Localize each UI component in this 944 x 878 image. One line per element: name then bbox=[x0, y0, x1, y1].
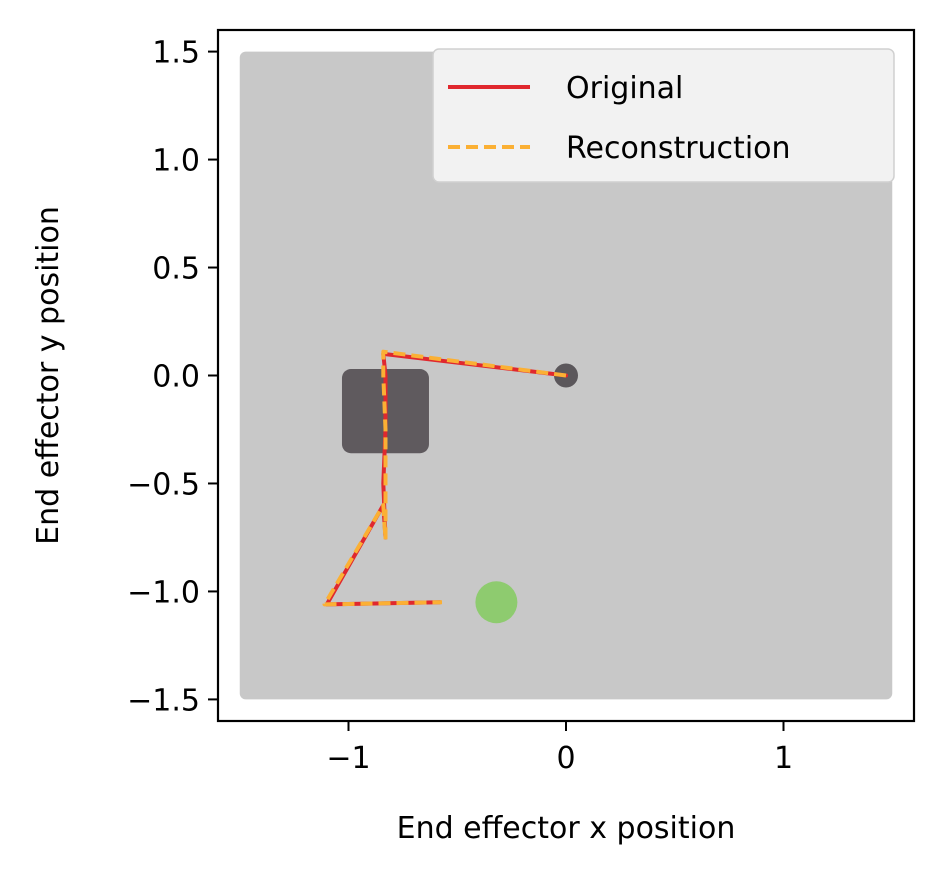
y-tick-label: 0.0 bbox=[152, 360, 200, 395]
legend-label-reconstruction: Reconstruction bbox=[566, 131, 791, 166]
y-tick-label: 1.5 bbox=[152, 36, 200, 71]
x-tick-label: −1 bbox=[326, 741, 370, 776]
series-line-reconstruction bbox=[322, 349, 567, 607]
legend-label-original: Original bbox=[566, 71, 683, 106]
x-tick-label: 1 bbox=[774, 741, 793, 776]
y-tick-label: −1.5 bbox=[127, 683, 200, 718]
y-tick-label: −1.0 bbox=[127, 575, 200, 610]
y-tick-label: −0.5 bbox=[127, 467, 200, 502]
series-line-original bbox=[324, 351, 568, 607]
legend: Original Reconstruction bbox=[432, 48, 895, 183]
ticks-layer: −1 0 1 1.5 1.0 0.5 0.0 −0.5 −1.0 −1.5 bbox=[127, 36, 793, 776]
y-tick-label: 1.0 bbox=[152, 144, 200, 179]
y-tick-label: 0.5 bbox=[152, 252, 200, 287]
goal-marker bbox=[475, 581, 518, 624]
plot-layer bbox=[239, 51, 893, 700]
legend-box bbox=[432, 48, 895, 183]
y-axis-label: End effector y position bbox=[31, 206, 66, 545]
x-tick-label: 0 bbox=[556, 741, 575, 776]
x-axis-label: End effector x position bbox=[397, 811, 736, 846]
